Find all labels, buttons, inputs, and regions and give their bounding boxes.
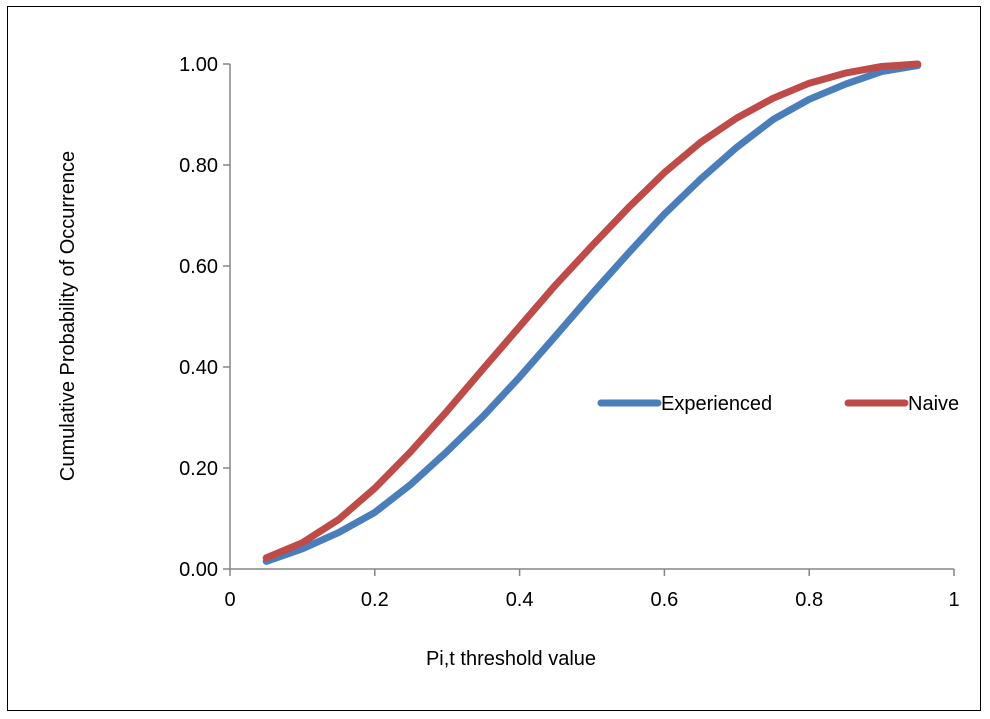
axes (223, 63, 955, 576)
y-tick-label: 0.20 (179, 458, 218, 480)
y-tick-label: 0.40 (179, 357, 218, 379)
series-lines (262, 60, 922, 565)
legend-label-naive: Naive (908, 393, 959, 415)
x-tick-label: 0.2 (361, 589, 389, 611)
legend-label-experienced: Experienced (661, 393, 772, 415)
y-tick-label: 0.60 (179, 256, 218, 278)
x-tick-label: 1 (948, 589, 959, 611)
legend: Experienced Naive (597, 393, 959, 415)
y-tick-label: 1.00 (179, 54, 218, 76)
y-axis-title: Cumulative Probability of Occurrence (57, 151, 79, 481)
x-tick-label: 0 (224, 589, 235, 611)
x-tick-label: 0.6 (650, 589, 678, 611)
series-line-experienced (262, 62, 922, 565)
x-tick-label: 0.4 (506, 589, 534, 611)
x-tick-label: 0.8 (795, 589, 823, 611)
series-line-naive (262, 60, 922, 562)
chart-frame: 0.00 0.20 0.40 0.60 0.80 1.00 0 0.2 0.4 0.6 0.8 1 E… (7, 6, 981, 711)
x-axis-title: Pi,t threshold value (426, 648, 596, 670)
y-tick-label: 0.80 (179, 155, 218, 177)
y-tick-label: 0.00 (179, 559, 218, 581)
line-chart: 0.00 0.20 0.40 0.60 0.80 1.00 0 0.2 0.4 0.6 0.8 1 E… (57, 54, 960, 670)
tick-labels: 0.00 0.20 0.40 0.60 0.80 1.00 0 0.2 0.4 0.6 0.8 1 (179, 54, 960, 611)
